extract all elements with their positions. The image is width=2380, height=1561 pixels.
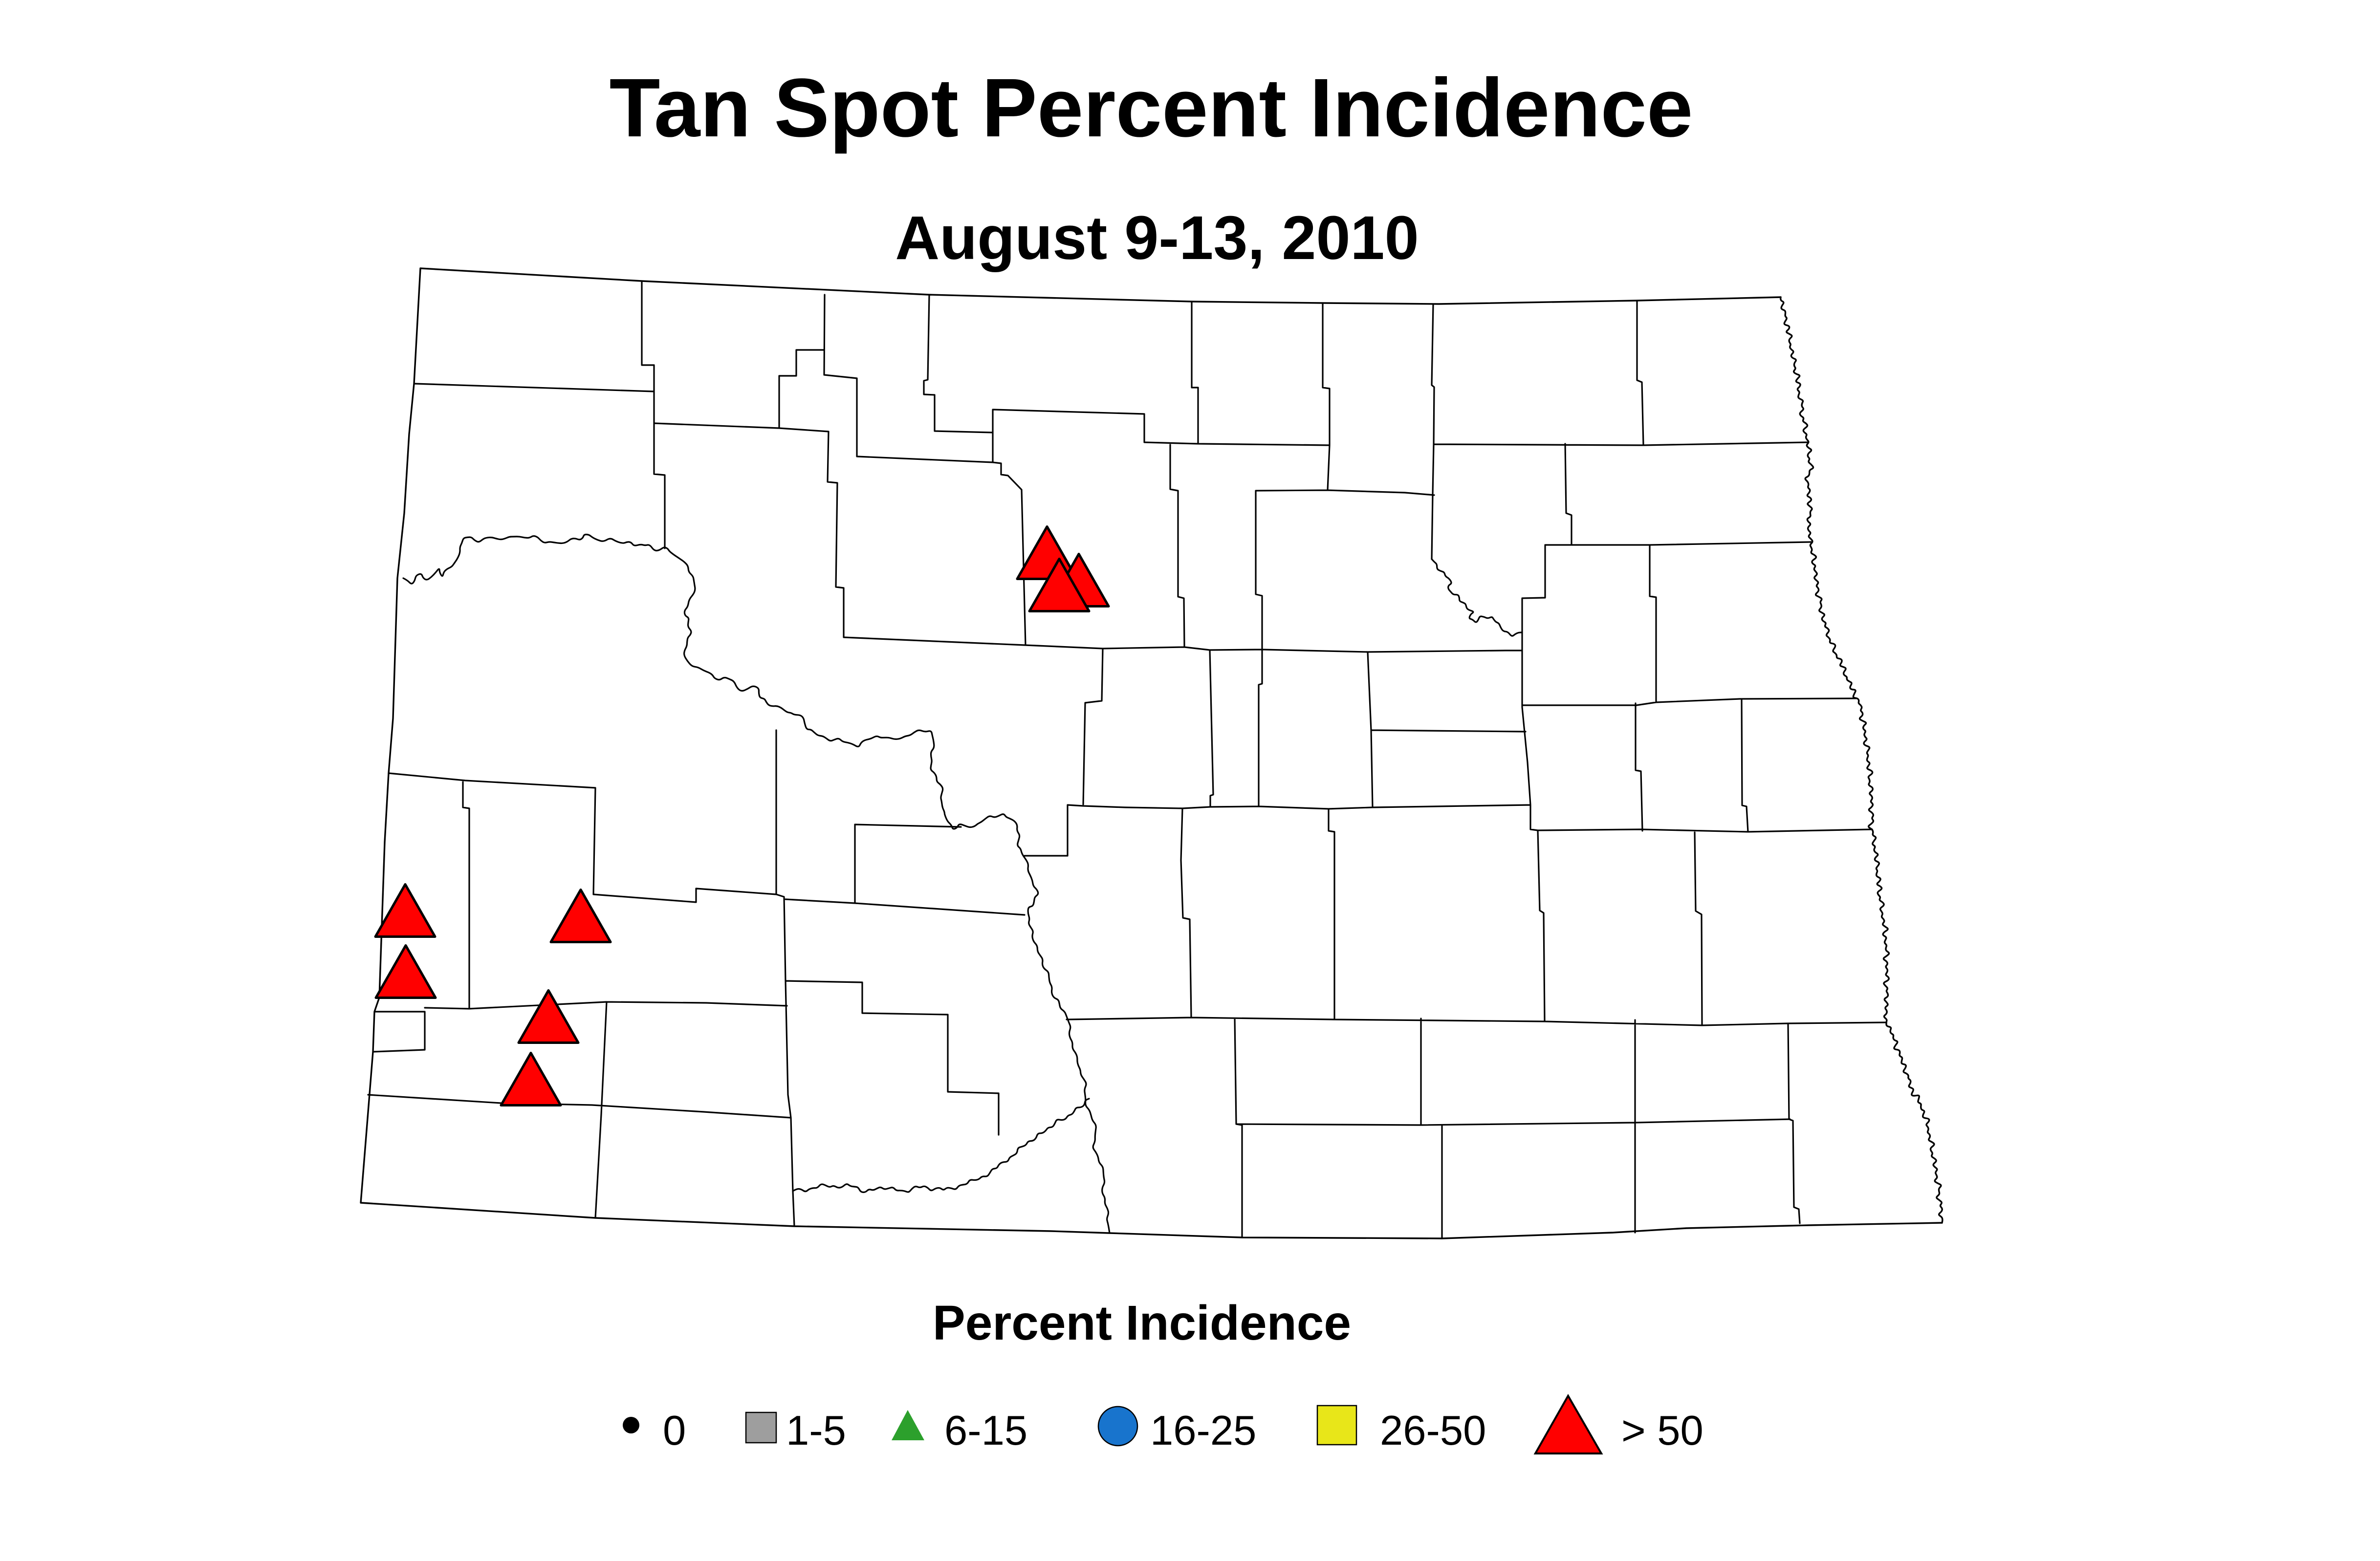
legend-item-1: 1-5 [745,1408,846,1454]
incidence-marker-7 [500,1052,562,1106]
incidence-marker-3 [374,883,437,938]
legend-item-3: 16-25 [1097,1406,1256,1454]
filled-dot-icon [623,1417,639,1433]
legend: Percent Incidence 0 1-5 6-15 16-25 26-50… [623,1296,1703,1454]
chart-subtitle: August 9-13, 2010 [895,203,1419,272]
legend-label-2: 6-15 [944,1408,1027,1454]
incidence-markers [374,525,1110,1106]
legend-label-5: > 50 [1621,1408,1703,1454]
incidence-marker-4 [374,944,437,999]
red-river-border [1780,296,1943,1224]
green-triangle-icon [892,1410,924,1440]
blue-circle-icon [1097,1406,1138,1447]
chart-title: Tan Spot Percent Incidence [610,62,1693,154]
incidence-marker-5 [549,889,612,943]
legend-item-4: 26-50 [1316,1405,1486,1454]
missouri-river [402,533,1111,1234]
legend-item-0: 0 [623,1408,686,1454]
cannonball-river [792,1098,1090,1193]
yellow-square-icon [1316,1405,1357,1446]
state-border [360,267,1943,1239]
devils-lake-chain [1431,558,1523,637]
red-triangle-icon [1533,1393,1603,1454]
legend-label-3: 16-25 [1150,1408,1256,1454]
incidence-marker-6 [517,989,580,1044]
legend-label-1: 1-5 [786,1408,846,1454]
county-boundaries [367,280,1887,1239]
legend-item-2: 6-15 [892,1408,1027,1454]
north-dakota-county-map [360,267,1943,1239]
legend-item-5: > 50 [1533,1393,1703,1454]
legend-label-4: 26-50 [1380,1408,1486,1454]
gray-square-icon [745,1411,777,1444]
legend-label-0: 0 [663,1408,686,1454]
legend-title: Percent Incidence [933,1296,1351,1350]
incidence-marker-2 [1028,558,1091,612]
